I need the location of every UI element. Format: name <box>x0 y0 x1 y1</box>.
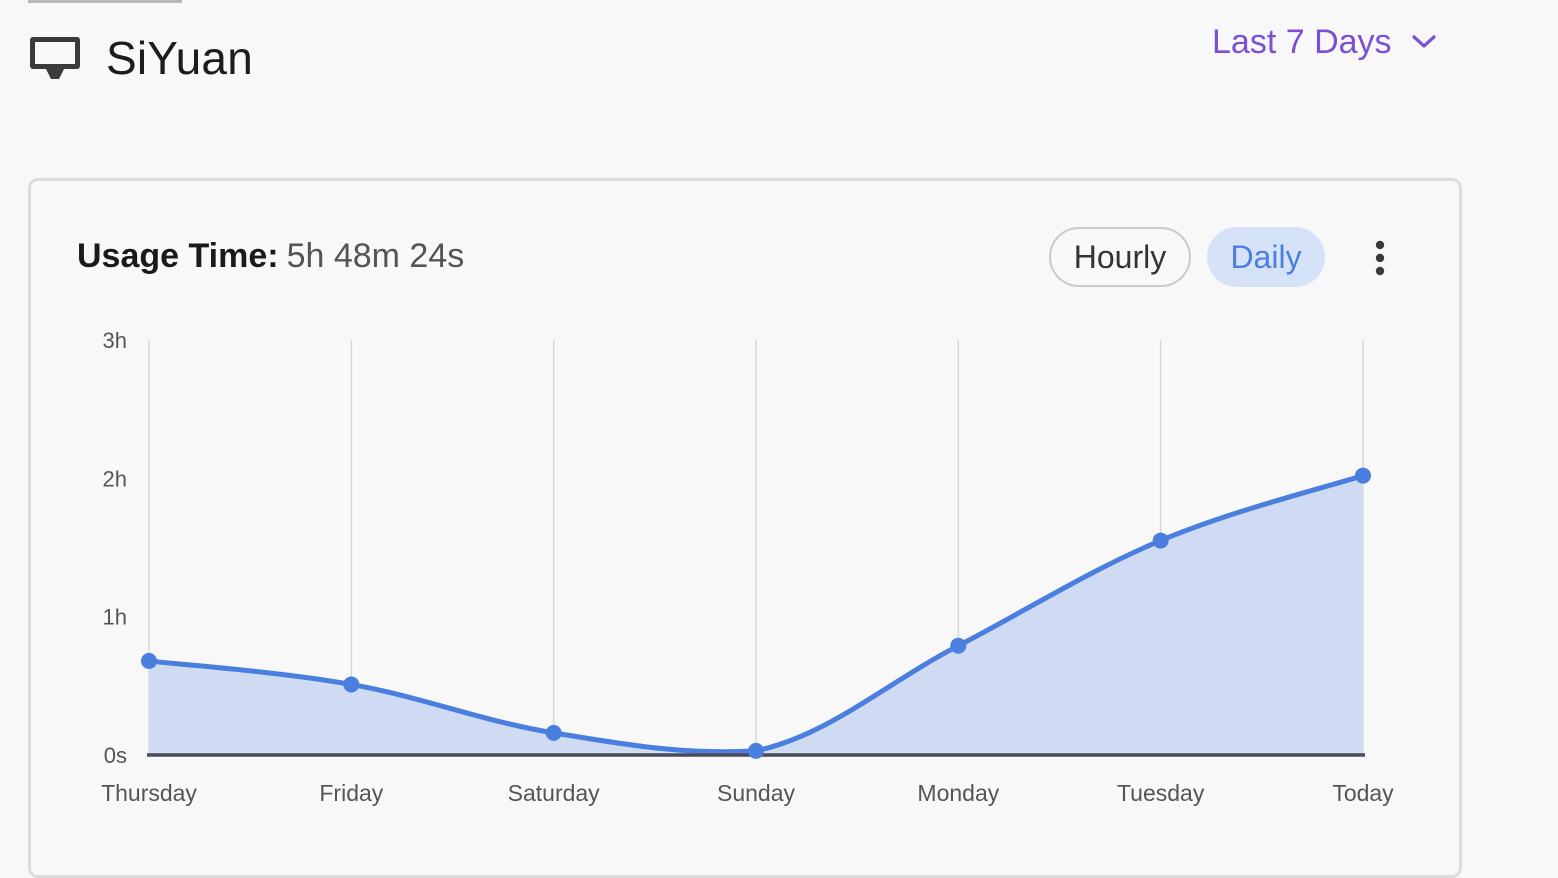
x-tick-label: Thursday <box>101 780 197 806</box>
hourly-toggle-button[interactable]: Hourly <box>1049 227 1191 287</box>
usage-time-label: Usage Time: <box>77 237 279 275</box>
x-tick-label: Monday <box>917 780 999 806</box>
data-point-monday[interactable] <box>950 637 967 654</box>
daily-toggle-button[interactable]: Daily <box>1207 227 1325 287</box>
data-point-friday[interactable] <box>343 676 360 693</box>
y-tick-label: 0s <box>104 743 127 768</box>
data-point-tuesday[interactable] <box>1152 532 1169 549</box>
x-tick-label: Saturday <box>508 780 601 806</box>
top-divider <box>28 0 182 3</box>
x-tick-label: Friday <box>319 780 383 806</box>
more-vertical-icon[interactable] <box>1363 235 1397 281</box>
x-tick-label: Sunday <box>717 780 796 806</box>
data-point-thursday[interactable] <box>141 652 157 669</box>
y-tick-label: 1h <box>103 605 127 630</box>
data-point-sunday[interactable] <box>748 742 764 759</box>
y-tick-label: 2h <box>103 466 127 491</box>
area-fill <box>149 475 1363 755</box>
y-tick-label: 3h <box>103 328 127 353</box>
data-point-today[interactable] <box>1355 467 1371 484</box>
monitor-icon <box>28 31 82 85</box>
chevron-down-icon <box>1410 28 1438 56</box>
app-header: SiYuan <box>28 28 253 88</box>
usage-time-value: 5h 48m 24s <box>286 237 465 275</box>
date-range-label: Last 7 Days <box>1212 22 1392 61</box>
usage-time-summary: Usage Time: 5h 48m 24s <box>77 237 464 276</box>
x-tick-label: Tuesday <box>1117 780 1205 806</box>
app-title: SiYuan <box>106 32 253 84</box>
data-point-saturday[interactable] <box>545 724 562 741</box>
x-tick-label: Today <box>1332 780 1394 806</box>
usage-area-chart: 0s 1h 2h 3h Thursday Friday Saturday Sunday Mond… <box>101 328 1394 806</box>
date-range-dropdown[interactable]: Last 7 Days <box>1212 18 1438 66</box>
